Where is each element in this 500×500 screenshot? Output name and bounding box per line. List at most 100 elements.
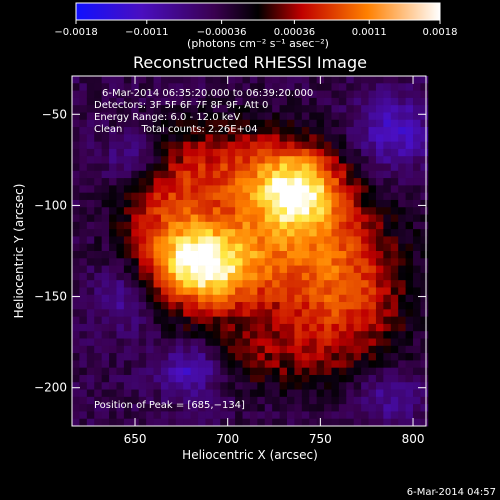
heatmap-cell [368,360,377,369]
heatmap-cell [368,331,377,339]
heatmap-cell [324,185,332,194]
heatmap-cell [279,411,288,420]
heatmap-cell [309,294,318,303]
heatmap-cell [420,323,429,332]
heatmap-cell [286,192,295,201]
heatmap-cell [183,404,192,412]
heatmap-cell [413,156,421,164]
heatmap-cell [72,280,80,288]
heatmap-cell [257,163,266,172]
heatmap-cell [361,411,369,420]
heatmap-cell [227,76,236,84]
heatmap-cell [123,148,132,157]
heatmap-cell [212,382,221,390]
heatmap-cell [375,316,384,325]
heatmap-cell [286,236,295,245]
heatmap-cell [175,119,184,128]
heatmap-cell [249,338,258,347]
heatmap-cell [413,353,421,361]
heatmap-cell [138,221,147,230]
heatmap-cell [353,199,362,208]
heatmap-cell [168,251,177,259]
heatmap-cell [368,185,377,194]
heatmap-cell [405,170,414,179]
heatmap-cell [286,367,295,376]
heatmap-cell [86,272,95,281]
heatmap-cell [413,105,421,113]
heatmap-cell [413,214,421,223]
heatmap-cell [249,76,258,84]
heatmap-cell [420,338,429,347]
heatmap-cell [131,141,140,150]
heatmap-cell [235,221,243,230]
heatmap-cell [346,127,355,135]
heatmap-cell [138,287,147,296]
heatmap-cell [294,287,303,296]
heatmap-cell [338,396,347,405]
heatmap-cell [212,148,221,157]
heatmap-cell [160,170,169,179]
heatmap-cell [205,156,214,164]
heatmap-cell [279,382,288,390]
heatmap-cell [375,353,384,361]
heatmap-cell [190,90,199,99]
heatmap-cell [346,389,355,398]
heatmap-cell [86,294,95,303]
heatmap-cell [309,76,318,84]
heatmap-cell [331,229,340,237]
heatmap-cell [101,302,110,310]
heatmap-cell [175,287,184,296]
heatmap-cell [235,163,243,172]
heatmap-cell [375,76,384,84]
heatmap-cell [183,331,192,339]
heatmap-cell [94,272,103,281]
heatmap-cell [175,389,184,398]
heatmap-cell [286,331,295,339]
heatmap-cell [235,127,243,135]
heatmap-cell [353,382,362,390]
heatmap-cell [257,389,266,398]
heatmap-cell [198,374,206,383]
heatmap-cell [109,134,117,143]
heatmap-cell [131,396,140,405]
heatmap-cell [183,199,192,208]
heatmap-cell [220,396,229,405]
heatmap-cell [146,374,154,383]
heatmap-cell [190,367,199,376]
heatmap-cell [361,112,369,121]
heatmap-cell [316,367,325,376]
heatmap-cell [123,367,132,376]
heatmap-cell [361,323,369,332]
heatmap-cell [109,214,117,223]
heatmap-cell [375,185,384,194]
heatmap-cell [301,90,310,99]
heatmap-cell [109,243,117,252]
heatmap-cell [168,302,177,310]
heatmap-cell [361,280,369,288]
heatmap-cell [153,214,162,223]
heatmap-cell [175,214,184,223]
heatmap-cell [131,360,140,369]
heatmap-cell [220,185,229,194]
heatmap-cell [79,411,88,420]
heatmap-cell [79,338,88,347]
heatmap-cell [383,316,392,325]
heatmap-cell [301,382,310,390]
heatmap-cell [94,185,103,194]
heatmap-cell [420,265,429,274]
heatmap-cell [272,272,280,281]
heatmap-cell [309,418,318,427]
heatmap-cell [375,323,384,332]
heatmap-cell [309,280,318,288]
heatmap-cell [168,338,177,347]
heatmap-cell [235,374,243,383]
heatmap-cell [79,178,88,186]
heatmap-cell [86,258,95,266]
heatmap-cell [205,119,214,128]
heatmap-cell [146,243,154,252]
heatmap-cell [249,127,258,135]
heatmap-cell [175,185,184,194]
heatmap-cell [160,411,169,420]
heatmap-cell [160,185,169,194]
heatmap-cell [116,214,125,223]
